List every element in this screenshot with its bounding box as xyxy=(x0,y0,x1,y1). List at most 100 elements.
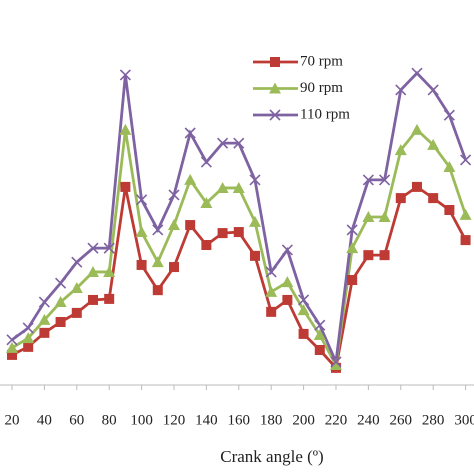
x-tick-label: 220 xyxy=(325,412,348,428)
marker xyxy=(217,228,228,239)
marker xyxy=(379,174,391,186)
marker xyxy=(346,242,359,254)
marker xyxy=(314,345,325,355)
marker xyxy=(460,235,471,246)
marker xyxy=(22,332,35,344)
marker xyxy=(460,154,472,166)
x-tick-label: 80 xyxy=(102,412,117,428)
marker xyxy=(185,220,196,231)
marker xyxy=(23,341,34,352)
marker xyxy=(87,294,98,305)
marker xyxy=(39,327,50,338)
x-tick-label: 240 xyxy=(357,412,380,428)
marker xyxy=(119,123,132,135)
x-tick-label: 120 xyxy=(163,412,186,428)
x-tick-label: 60 xyxy=(69,412,84,428)
x-tick-label: 200 xyxy=(292,412,315,428)
marker xyxy=(427,138,440,150)
x-tick-label: 40 xyxy=(37,412,52,428)
marker xyxy=(232,181,245,193)
x-axis-title: Crank angle (º) xyxy=(220,447,323,466)
marker xyxy=(428,193,439,204)
marker xyxy=(298,294,310,306)
marker xyxy=(248,215,261,227)
marker xyxy=(266,306,277,317)
marker xyxy=(168,189,180,201)
marker xyxy=(265,285,278,297)
marker xyxy=(314,319,326,331)
marker xyxy=(427,84,439,96)
marker xyxy=(70,282,83,294)
legend-label: 70 rpm xyxy=(300,53,343,69)
marker xyxy=(378,211,391,222)
marker xyxy=(184,127,196,139)
marker xyxy=(347,275,358,285)
marker xyxy=(233,227,244,238)
marker xyxy=(86,265,99,277)
marker xyxy=(216,181,229,193)
marker xyxy=(5,341,18,353)
x-tick-label: 160 xyxy=(228,412,251,428)
marker xyxy=(411,67,423,79)
marker xyxy=(443,160,456,172)
x-tick-label: 260 xyxy=(390,412,413,428)
marker xyxy=(329,359,342,371)
marker xyxy=(168,262,179,273)
marker xyxy=(459,208,472,220)
marker xyxy=(217,137,229,149)
marker xyxy=(444,205,455,215)
marker xyxy=(22,322,34,334)
marker xyxy=(363,250,374,261)
marker xyxy=(443,109,455,121)
marker xyxy=(152,285,163,296)
marker xyxy=(282,294,293,305)
marker xyxy=(395,84,407,96)
marker xyxy=(200,156,212,168)
marker xyxy=(395,193,406,204)
marker xyxy=(394,144,407,156)
marker xyxy=(265,266,277,278)
x-tick-label: 280 xyxy=(422,412,445,428)
marker xyxy=(313,328,326,340)
legend-label: 110 rpm xyxy=(300,106,350,122)
marker xyxy=(103,265,116,277)
marker xyxy=(346,224,358,236)
marker xyxy=(71,256,83,268)
marker xyxy=(362,211,375,222)
marker xyxy=(410,123,423,135)
series-line xyxy=(11,127,467,370)
series-line xyxy=(11,185,467,371)
marker xyxy=(281,244,293,256)
legend-marker xyxy=(269,82,281,94)
legend-label: 90 rpm xyxy=(300,80,343,96)
marker xyxy=(184,173,197,185)
marker xyxy=(281,276,294,288)
marker xyxy=(151,256,164,268)
marker xyxy=(136,259,147,270)
marker xyxy=(38,296,50,308)
marker xyxy=(6,349,17,360)
marker xyxy=(298,328,309,339)
x-tick-label: 140 xyxy=(195,412,218,428)
marker xyxy=(200,197,213,208)
marker xyxy=(71,307,82,318)
marker xyxy=(119,69,131,81)
marker xyxy=(379,250,390,261)
marker xyxy=(233,137,245,149)
x-tick-label: 100 xyxy=(130,412,153,428)
marker xyxy=(249,250,260,261)
marker xyxy=(87,242,99,254)
marker xyxy=(201,240,212,250)
marker xyxy=(55,317,66,327)
marker xyxy=(330,356,342,368)
marker xyxy=(362,174,374,186)
marker xyxy=(38,313,51,325)
legend-marker xyxy=(269,109,281,121)
marker xyxy=(55,277,67,289)
series-line xyxy=(11,71,467,368)
marker xyxy=(249,174,261,186)
marker xyxy=(103,242,115,254)
legend-marker xyxy=(270,57,280,67)
x-tick-label: 300 xyxy=(454,412,474,428)
